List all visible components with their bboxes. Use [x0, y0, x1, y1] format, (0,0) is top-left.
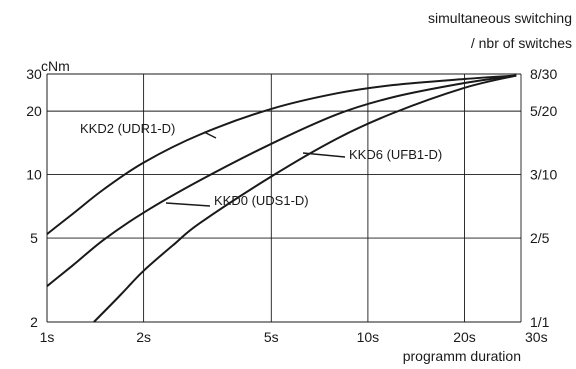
x-tick-1: 1s	[40, 329, 55, 345]
y-axis-unit: cNm	[41, 58, 70, 74]
y-tick-left-2: 2	[30, 314, 38, 330]
right-axis-title-line-2: / nbr of switches	[471, 35, 572, 51]
x-tick-5: 5s	[264, 329, 279, 345]
x-tick-20: 20s	[453, 329, 476, 345]
kkd6-label-leader	[302, 152, 346, 158]
x-tick-10: 10s	[357, 329, 380, 345]
kkd0-curve	[47, 74, 517, 288]
kkd0-label-leader	[165, 202, 211, 207]
kkd2-label: KKD2 (UDR1-D)	[80, 121, 175, 136]
x-axis-title: programm duration	[403, 348, 521, 364]
right-axis-title-line-1: simultaneous switching	[428, 10, 572, 26]
kkd2-label-leader	[203, 131, 217, 139]
y-tick-left-10: 10	[26, 167, 42, 183]
x-tick-2: 2s	[136, 329, 151, 345]
y-tick-right-2: 1/1	[530, 314, 550, 330]
series-curves	[47, 74, 517, 322]
y-tick-right-5: 2/5	[530, 230, 550, 246]
x-tick-30: 30s	[525, 329, 548, 345]
y-tick-right-20: 5/20	[530, 103, 557, 119]
y-tick-left-5: 5	[30, 230, 38, 246]
kkd6-curve	[93, 74, 517, 322]
y-tick-left-30: 30	[26, 66, 42, 82]
y-tick-right-10: 3/10	[530, 167, 557, 183]
kkd2-curve	[47, 74, 517, 236]
kkd6-label: KKD6 (UFB1-D)	[349, 147, 442, 162]
labels: simultaneous switching / nbr of switches…	[26, 10, 572, 364]
y-tick-left-20: 20	[26, 103, 42, 119]
y-tick-right-30: 8/30	[530, 66, 557, 82]
kkd0-label: KKD0 (UDS1-D)	[214, 193, 309, 208]
